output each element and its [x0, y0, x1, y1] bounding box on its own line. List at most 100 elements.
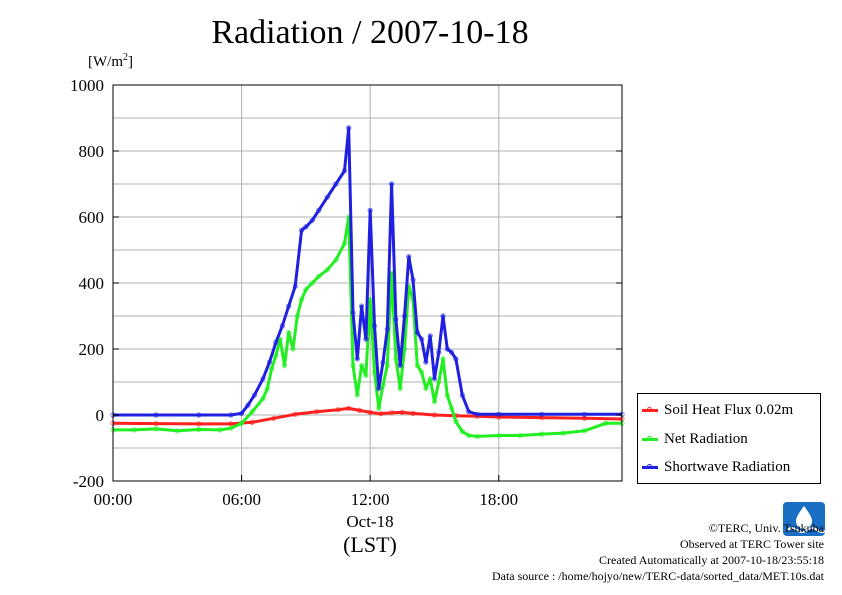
series-point-0 [581, 415, 588, 421]
series-line-2 [113, 126, 622, 417]
series-point-2 [474, 411, 480, 417]
legend-swatch-soil [642, 406, 658, 412]
series-point-2 [431, 376, 438, 382]
series-point-1 [354, 392, 360, 398]
y-axis-unit: [W/m2] [88, 52, 133, 71]
series-point-2 [245, 402, 251, 408]
series-point-2 [384, 326, 390, 332]
unit-superscript: 2 [123, 52, 128, 63]
series-point-0 [389, 410, 395, 416]
series-point-2 [459, 392, 465, 398]
y-tick-label: 400 [79, 274, 105, 293]
series-point-1 [303, 286, 309, 293]
series-point-1 [333, 257, 339, 263]
chart-title: Radiation / 2007-10-18 [211, 14, 529, 51]
series-point-2 [436, 349, 442, 355]
unit-close: ] [128, 54, 133, 70]
series-point-0 [399, 409, 405, 415]
legend-item-soil: Soil Heat Flux 0.02m [642, 400, 793, 420]
series-lines [110, 125, 625, 440]
series-point-2 [414, 329, 420, 336]
legend-swatch-shortwave [642, 463, 658, 469]
y-tick-label: 200 [79, 340, 105, 359]
series-point-1 [298, 296, 305, 303]
legend: Soil Heat Flux 0.02m Net Radiation Short… [637, 393, 821, 484]
series-point-2 [453, 356, 459, 362]
series-point-1 [384, 362, 390, 369]
series-point-2 [316, 207, 322, 213]
series-point-2 [393, 316, 399, 322]
series-line-1 [113, 215, 622, 438]
series-point-2 [466, 409, 472, 415]
series-point-0 [346, 405, 352, 411]
series-point-1 [341, 240, 348, 246]
series-point-1 [560, 430, 566, 436]
series-point-2 [423, 359, 429, 365]
series-point-2 [228, 412, 234, 418]
series-point-2 [309, 217, 315, 223]
series-point-2 [333, 181, 339, 187]
legend-swatch-net [642, 435, 658, 441]
series-point-2 [397, 362, 403, 369]
series-point-1 [431, 399, 438, 405]
x-axis-date-label: Oct-18 [346, 512, 394, 531]
series-point-1 [281, 362, 288, 369]
series-point-0 [335, 407, 341, 413]
series-point-1 [397, 385, 403, 392]
legend-item-net: Net Radiation [642, 429, 748, 449]
axis-ticks: -200 0 200 400 600 800 1000 00:00 06:00 12:00 18:0… [70, 76, 622, 509]
series-point-2 [286, 303, 292, 309]
series-point-2 [406, 254, 412, 260]
series-point-1 [264, 385, 270, 392]
series-point-0 [249, 419, 255, 425]
series-point-2 [444, 346, 450, 352]
series-point-1 [376, 405, 382, 411]
series-point-2 [371, 323, 378, 329]
series-point-1 [174, 428, 180, 434]
series-point-2 [266, 359, 273, 365]
series-point-2 [440, 313, 446, 319]
legend-label-shortwave: Shortwave Radiation [664, 458, 791, 475]
series-point-2 [376, 385, 382, 392]
credit-created: Created Automatically at 2007-10-18/23:5… [599, 553, 824, 567]
x-tick-label: 06:00 [222, 490, 261, 509]
series-point-2 [273, 339, 279, 345]
series-point-2 [292, 283, 298, 289]
series-point-2 [380, 359, 386, 365]
series-point-1 [228, 425, 234, 431]
series-point-1 [453, 418, 459, 425]
credits: ©TERC, Univ. Tsukuba Observed at TERC To… [492, 520, 824, 584]
y-tick-label: -200 [73, 472, 104, 491]
credit-source: Data source : /home/hojyo/new/TERC-data/… [491, 569, 824, 583]
series-point-1 [444, 392, 450, 398]
series-point-1 [363, 372, 369, 378]
series-point-2 [389, 181, 395, 187]
series-point-1 [316, 273, 322, 279]
series-point-1 [581, 428, 588, 434]
series-point-2 [419, 336, 425, 342]
series-point-1 [517, 432, 523, 439]
x-tick-label: 18:00 [479, 490, 518, 509]
series-point-1 [217, 427, 223, 433]
series-point-2 [346, 125, 352, 131]
series-point-2 [251, 392, 258, 398]
series-point-0 [356, 407, 363, 413]
terc-logo [783, 502, 825, 536]
series-point-2 [260, 376, 266, 382]
series-point-2 [427, 333, 433, 339]
series-point-1 [603, 420, 609, 426]
series-point-2 [539, 411, 545, 417]
series-point-2 [324, 194, 330, 200]
series-point-1 [324, 267, 330, 273]
series-point-1 [496, 432, 502, 439]
series-point-2 [496, 411, 502, 417]
series-point-0 [196, 421, 202, 427]
series-point-1 [423, 385, 429, 392]
series-point-0 [410, 410, 416, 416]
series-point-1 [249, 409, 255, 415]
series-point-0 [271, 415, 277, 421]
series-point-2 [303, 224, 309, 230]
x-tick-label: 12:00 [351, 490, 390, 509]
series-point-0 [367, 409, 373, 415]
series-point-2 [449, 349, 455, 355]
